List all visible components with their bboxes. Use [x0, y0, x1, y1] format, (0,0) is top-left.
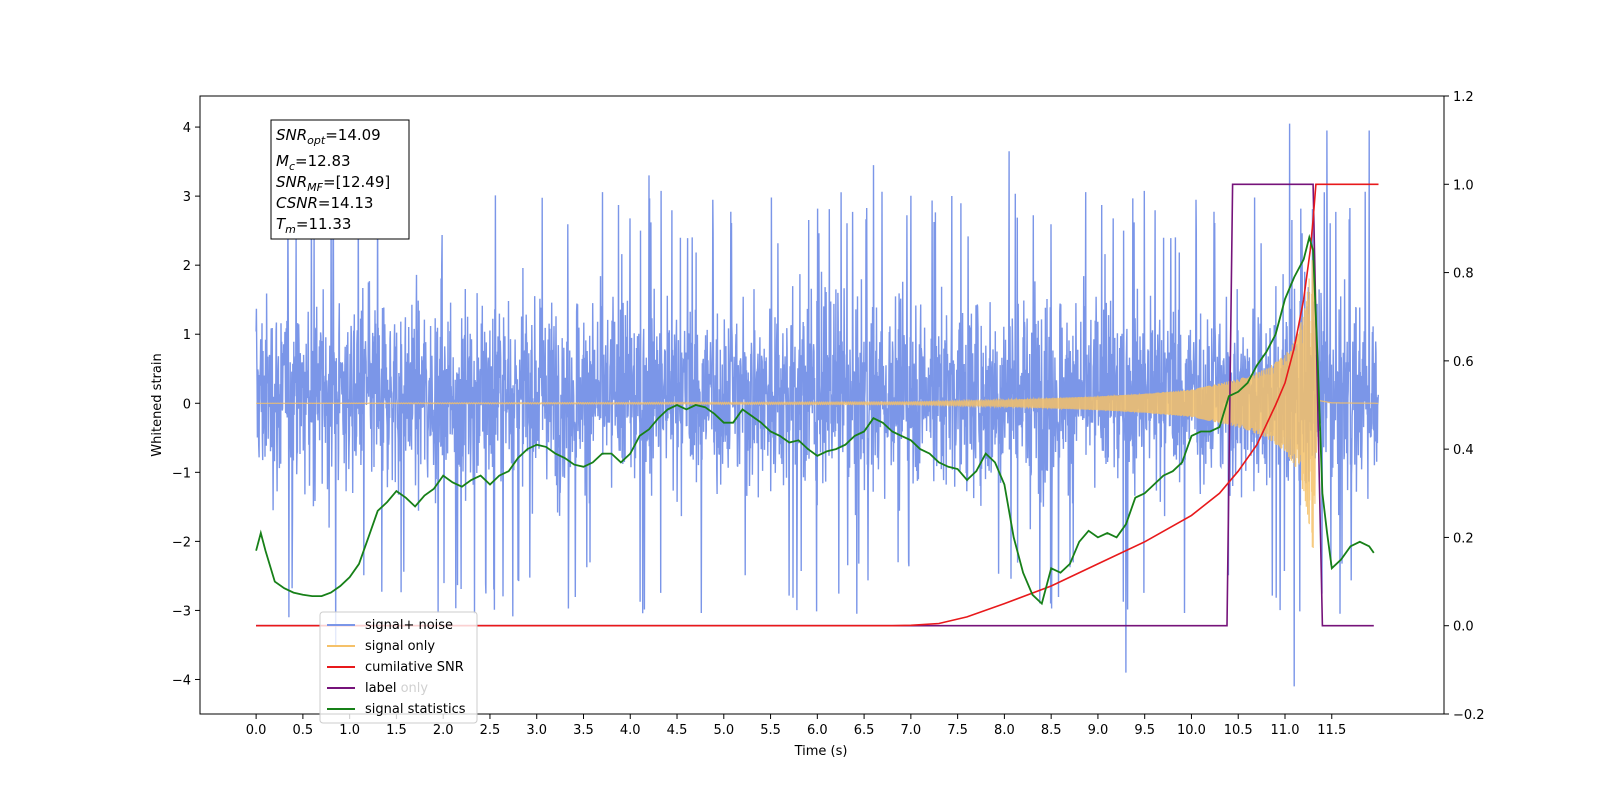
y-tick-label: −1 [172, 466, 191, 481]
x-tick-label: 6.0 [807, 723, 828, 738]
plot-frame [199, 95, 1445, 715]
y2-tick-label: −0.2 [1453, 708, 1485, 723]
info-snr-opt: SNRopt=14.09 [276, 126, 381, 147]
x-tick-label: 8.0 [994, 723, 1015, 738]
y2-tick-label: 0.4 [1453, 443, 1474, 458]
x-tick-label: 4.0 [620, 723, 641, 738]
series-signal-noise [255, 123, 1379, 687]
x-tick-label: 0.5 [293, 723, 314, 738]
y2-tick-label: 0.8 [1453, 267, 1474, 282]
x-tick-label: 6.5 [854, 723, 875, 738]
x-tick-label: 2.0 [433, 723, 454, 738]
x-tick-label: 8.5 [1041, 723, 1062, 738]
legend-frame [319, 611, 478, 724]
info-box-frame [270, 119, 410, 240]
y2-tick-label: 1.2 [1453, 90, 1474, 105]
x-tick-label: 5.5 [760, 723, 781, 738]
x-tick-label: 3.5 [573, 723, 594, 738]
y-axis-left: 4 3 2 1 0 −1 −2 −3 −4 [172, 121, 200, 688]
y-tick-label: −3 [172, 604, 191, 619]
x-tick-label: 3.0 [526, 723, 547, 738]
y-tick-label: 2 [183, 259, 191, 274]
legend-label-signal-only: signal only [365, 639, 435, 654]
series-signal-only [256, 244, 1379, 549]
info-box: SNRopt=14.09 Mc=12.83 SNRMF=[12.49] CSNR… [270, 119, 410, 240]
x-tick-label: 2.5 [480, 723, 501, 738]
x-tick-label: 7.0 [901, 723, 922, 738]
series-layer [255, 123, 1379, 687]
x-axis-label: Time (s) [794, 744, 848, 759]
y-tick-label: 4 [183, 121, 191, 136]
info-snr-mf: SNRMF=[12.49] [276, 173, 390, 194]
info-tm: Tm=11.33 [276, 215, 351, 236]
x-tick-label: 1.0 [339, 723, 360, 738]
x-tick-label: 4.5 [667, 723, 688, 738]
x-axis: 0.0 0.5 1.0 1.5 2.0 2.5 3.0 3.5 4.0 4.5 5.0 5.5 6.0 6… [246, 714, 1346, 738]
x-tick-label: 7.5 [947, 723, 968, 738]
info-csnr: CSNR=14.13 [276, 194, 373, 212]
x-tick-label: 9.0 [1088, 723, 1109, 738]
x-tick-label: 11.0 [1271, 723, 1300, 738]
legend: signal+ noise signal only cumilative SNR… [319, 611, 478, 724]
y2-tick-label: 0.0 [1453, 620, 1474, 635]
y-axis-label: Whitened strain [150, 353, 165, 456]
y-tick-label: 3 [183, 190, 191, 205]
y-tick-label: 1 [183, 328, 191, 343]
info-mc: Mc=12.83 [276, 152, 351, 173]
series-signal-statistics [255, 233, 1375, 606]
x-tick-label: 11.5 [1317, 723, 1346, 738]
series-cumulative-snr [256, 183, 1379, 627]
legend-label-signal-statistics: signal statistics [365, 702, 466, 717]
x-tick-label: 10.5 [1224, 723, 1253, 738]
x-tick-label: 5.0 [713, 723, 734, 738]
y2-tick-label: 0.6 [1453, 355, 1474, 370]
y-tick-label: −4 [172, 673, 191, 688]
y-axis-right: 1.2 1.0 0.8 0.6 0.4 0.2 0.0 −0.2 [1444, 90, 1485, 723]
x-tick-label: 9.5 [1134, 723, 1155, 738]
x-tick-label: 1.5 [386, 723, 407, 738]
legend-label-cumulative-snr: cumilative SNR [365, 660, 464, 675]
legend-label-label-only-ghost: label only [365, 681, 428, 696]
x-tick-label: 0.0 [246, 723, 267, 738]
x-tick-label: 10.0 [1177, 723, 1206, 738]
legend-label-label: label [365, 681, 396, 696]
y2-tick-label: 1.0 [1453, 178, 1474, 193]
y-tick-label: −2 [172, 535, 191, 550]
legend-label-signal-noise: signal+ noise [365, 618, 453, 633]
series-label [256, 183, 1374, 627]
y-tick-label: 0 [183, 397, 191, 412]
y2-tick-label: 0.2 [1453, 531, 1474, 546]
